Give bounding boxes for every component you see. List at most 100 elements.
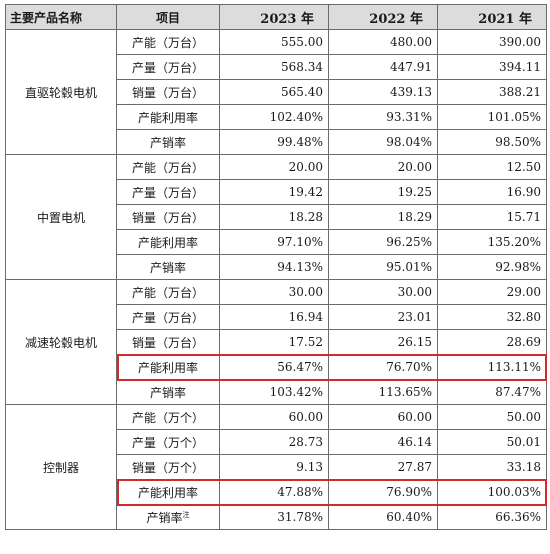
- value-2021: 98.50%: [437, 129, 547, 155]
- item-output: 产量（万台）: [116, 54, 220, 80]
- item-utilization: 产能利用率: [116, 354, 220, 380]
- value-2022: 93.31%: [328, 104, 438, 130]
- item-label: 产能（万台）: [131, 160, 204, 175]
- value-2022: 26.15: [328, 329, 438, 355]
- item-utilization: 产能利用率: [116, 229, 220, 255]
- value-2022: 480.00: [328, 29, 438, 55]
- item-sell-through: 产销率: [116, 379, 220, 405]
- table-row: 产量（万台） 19.42 19.25 16.90: [6, 179, 547, 205]
- item-label: 产销率: [146, 510, 183, 525]
- product-name-geared-hub-motor: 减速轮毂电机: [5, 279, 117, 405]
- value-2021: 101.05%: [437, 104, 547, 130]
- footnote-marker: 注: [182, 510, 190, 519]
- item-sell-through: 产销率注: [116, 504, 220, 530]
- item-label: 产量（万个）: [131, 435, 204, 450]
- value-2022: 20.00: [328, 154, 438, 180]
- value-2022: 60.40%: [328, 504, 438, 530]
- value-2023: 60.00: [219, 404, 329, 430]
- value-2023: 19.42: [219, 179, 329, 205]
- value-2021: 135.20%: [437, 229, 547, 255]
- header-row: 主要产品名称 项目 2023 年 2022 年 2021 年: [5, 4, 547, 30]
- item-label: 产能利用率: [137, 235, 198, 250]
- item-label: 产销率: [149, 260, 186, 275]
- value-2023: 56.47%: [219, 354, 329, 380]
- table-row: 产能利用率 97.10% 96.25% 135.20%: [6, 229, 547, 255]
- value-2023: 20.00: [219, 154, 329, 180]
- item-label: 产能（万台）: [131, 35, 204, 50]
- item-label: 销量（万台）: [131, 335, 204, 350]
- value-2023: 555.00: [219, 29, 329, 55]
- item-label: 产量（万台）: [131, 60, 204, 75]
- value-2023: 97.10%: [219, 229, 329, 255]
- table-row: 产销率 94.13% 95.01% 92.98%: [6, 254, 547, 280]
- item-utilization: 产能利用率: [116, 479, 220, 505]
- item-sell-through: 产销率: [116, 254, 220, 280]
- item-label: 产量（万台）: [131, 185, 204, 200]
- item-utilization: 产能利用率: [116, 104, 220, 130]
- item-label: 销量（万台）: [131, 85, 204, 100]
- value-2022: 113.65%: [328, 379, 438, 405]
- header-year-2023: 2023 年: [219, 4, 329, 30]
- item-capacity: 产能（万台）: [116, 279, 220, 305]
- table-row: 直驱轮毂电机 产能（万台） 555.00 480.00 390.00: [5, 29, 547, 155]
- table-row: 销量（万个） 9.13 27.87 33.18: [6, 454, 547, 480]
- item-output: 产量（万台）: [116, 304, 220, 330]
- value-2023: 99.48%: [219, 129, 329, 155]
- value-2021: 32.80: [437, 304, 547, 330]
- value-2023: 102.40%: [219, 104, 329, 130]
- header-year-2021: 2021 年: [437, 4, 547, 30]
- item-sales: 销量（万台）: [116, 329, 220, 355]
- value-2021: 87.47%: [437, 379, 547, 405]
- value-2022: 19.25: [328, 179, 438, 205]
- value-2021: 66.36%: [437, 504, 547, 530]
- item-sales: 销量（万个）: [116, 454, 220, 480]
- value-2021: 113.11%: [437, 354, 547, 380]
- product-name-mid-drive-motor: 中置电机: [5, 154, 117, 280]
- table-row: 控制器 产能（万个） 60.00 60.00 50.00: [5, 404, 547, 530]
- value-2021: 33.18: [437, 454, 547, 480]
- product-name-direct-drive-hub-motor: 直驱轮毂电机: [5, 29, 117, 155]
- table-row: 产量（万个） 28.73 46.14 50.01: [6, 429, 547, 455]
- value-2023: 565.40: [219, 79, 329, 105]
- value-2021: 28.69: [437, 329, 547, 355]
- value-2022: 439.13: [328, 79, 438, 105]
- table-row: 产量（万台） 568.34 447.91 394.11: [6, 54, 547, 80]
- table-row: 产能利用率 56.47% 76.70% 113.11%: [6, 354, 547, 380]
- value-2021: 15.71: [437, 204, 547, 230]
- value-2022: 76.70%: [328, 354, 438, 380]
- table-row: 销量（万台） 18.28 18.29 15.71: [6, 204, 547, 230]
- value-2023: 94.13%: [219, 254, 329, 280]
- item-label: 产能（万台）: [131, 285, 204, 300]
- item-sales: 销量（万台）: [116, 79, 220, 105]
- table-row: 产能利用率 102.40% 93.31% 101.05%: [6, 104, 547, 130]
- table-row: 产销率 99.48% 98.04% 98.50%: [6, 129, 547, 155]
- value-2022: 30.00: [328, 279, 438, 305]
- value-2023: 18.28: [219, 204, 329, 230]
- value-2021: 100.03%: [437, 479, 547, 505]
- value-2022: 96.25%: [328, 229, 438, 255]
- value-2021: 394.11: [437, 54, 547, 80]
- value-2021: 92.98%: [437, 254, 547, 280]
- value-2021: 50.01: [437, 429, 547, 455]
- value-2023: 103.42%: [219, 379, 329, 405]
- item-label: 产能（万个）: [131, 410, 204, 425]
- value-2021: 12.50: [437, 154, 547, 180]
- value-2022: 98.04%: [328, 129, 438, 155]
- value-2022: 95.01%: [328, 254, 438, 280]
- item-label: 产销率: [149, 385, 186, 400]
- item-capacity: 产能（万台）: [116, 154, 220, 180]
- item-capacity: 产能（万个）: [116, 404, 220, 430]
- item-sales: 销量（万台）: [116, 204, 220, 230]
- item-label: 产能利用率: [137, 485, 198, 500]
- item-label: 产能利用率: [137, 360, 198, 375]
- value-2021: 50.00: [437, 404, 547, 430]
- value-2021: 29.00: [437, 279, 547, 305]
- item-label: 产销率: [149, 135, 186, 150]
- item-label: 销量（万台）: [131, 210, 204, 225]
- value-2022: 76.90%: [328, 479, 438, 505]
- value-2022: 60.00: [328, 404, 438, 430]
- header-item: 项目: [116, 4, 220, 30]
- item-output: 产量（万台）: [116, 179, 220, 205]
- value-2023: 28.73: [219, 429, 329, 455]
- item-capacity: 产能（万台）: [116, 29, 220, 55]
